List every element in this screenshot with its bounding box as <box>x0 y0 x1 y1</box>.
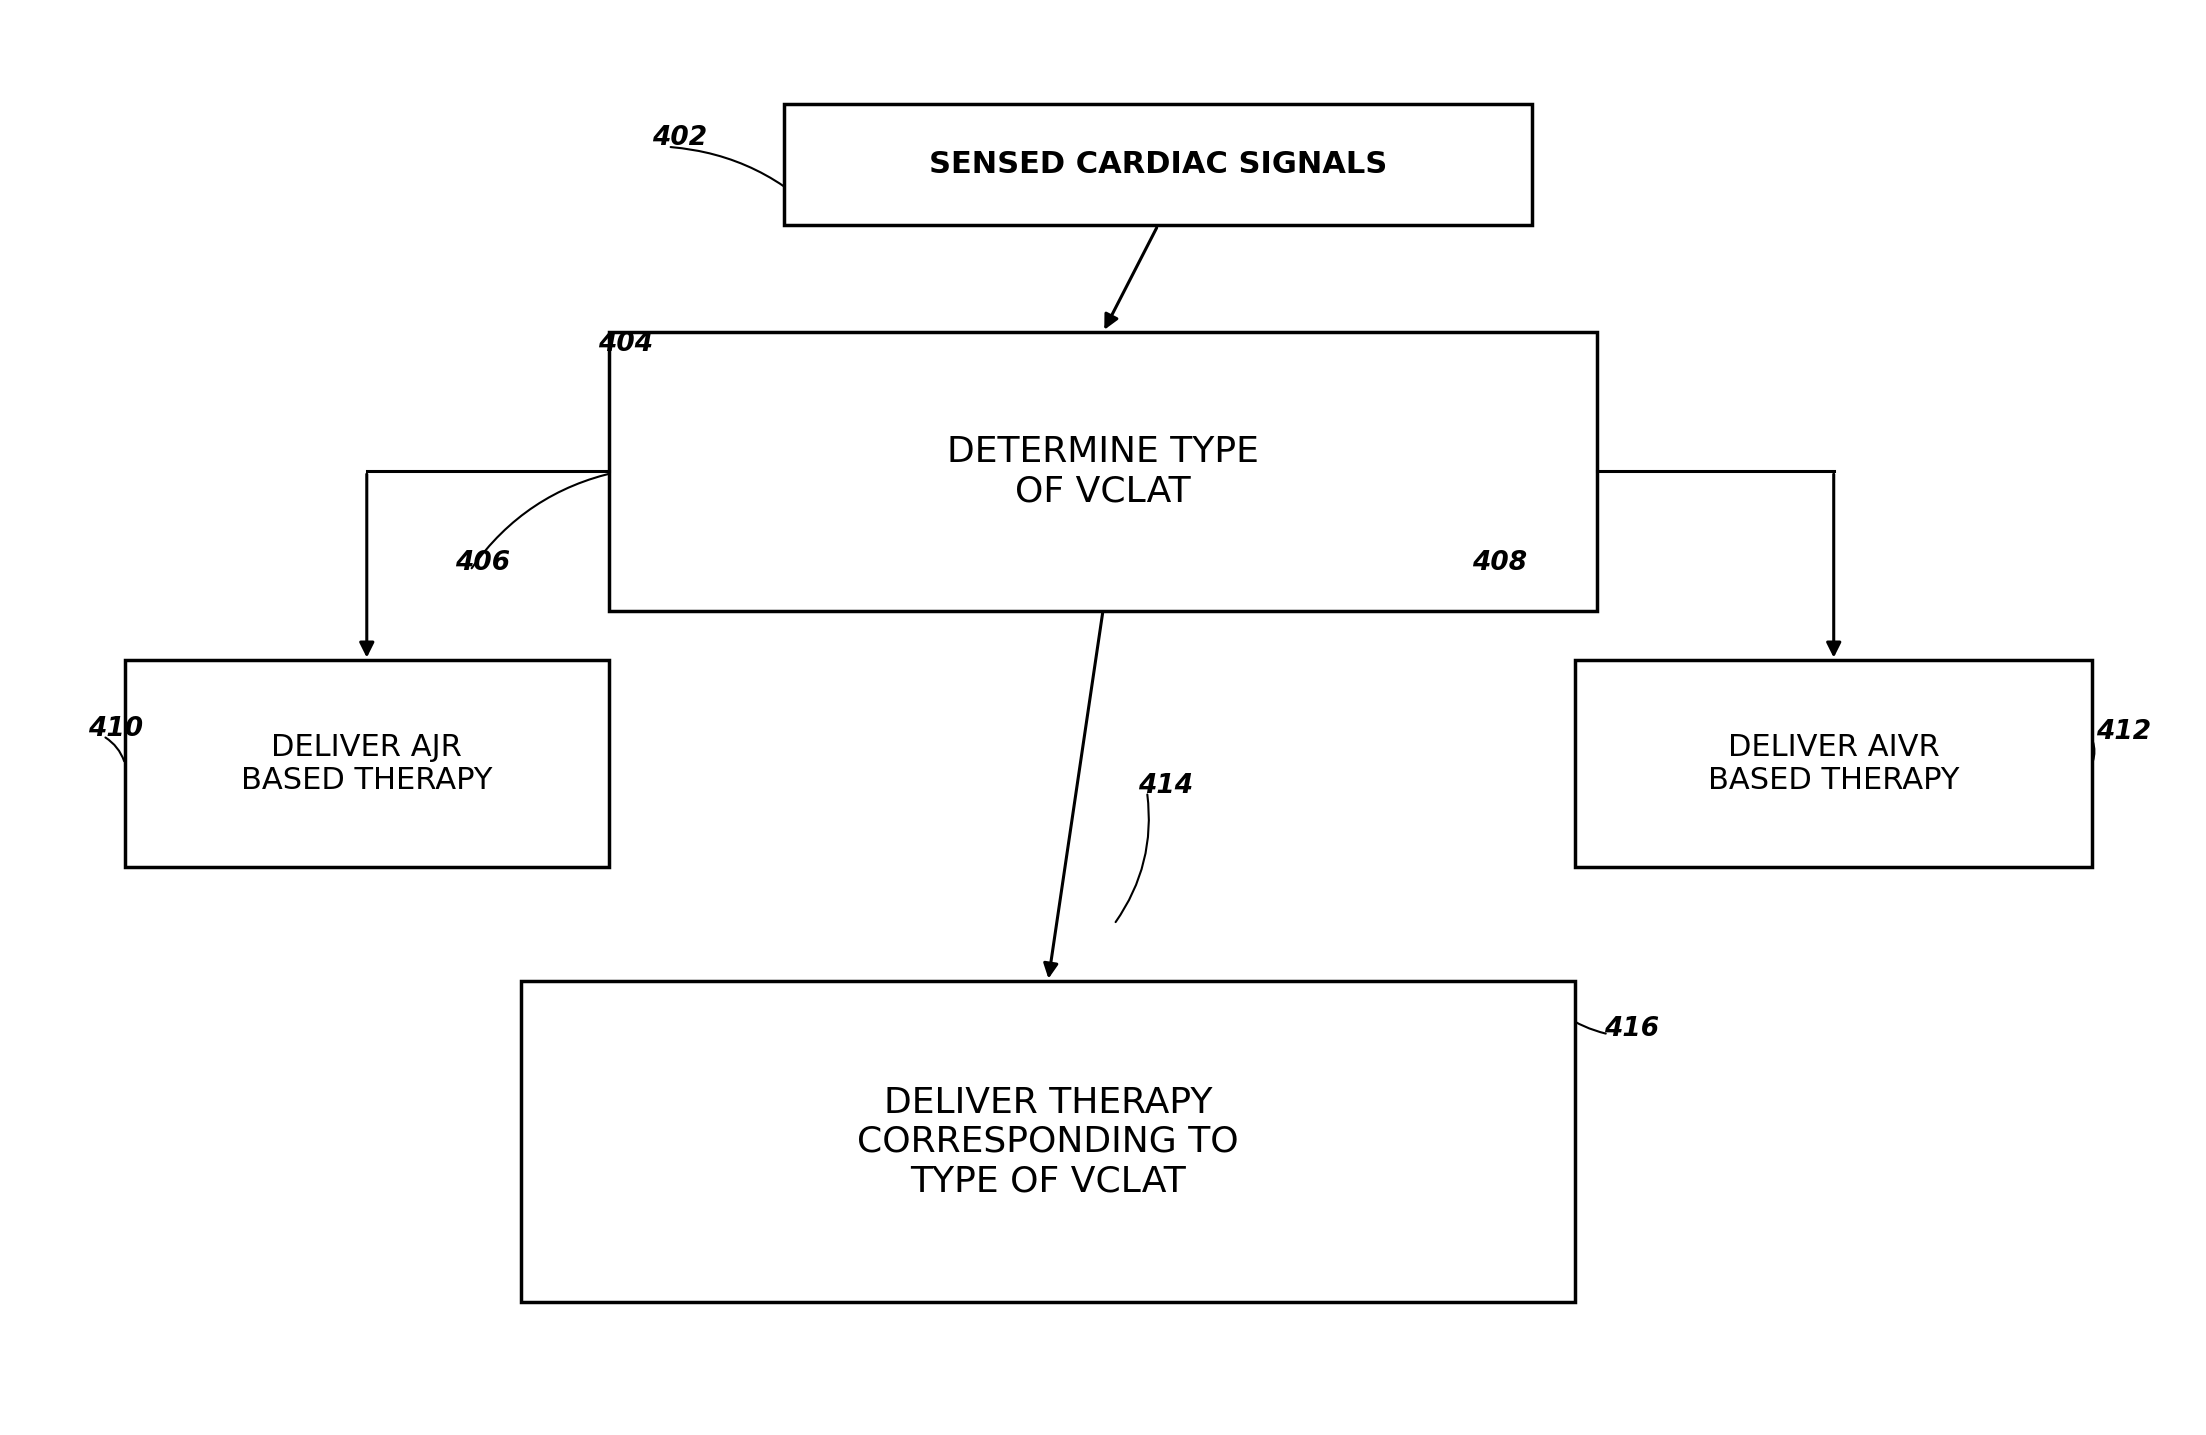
Text: 410: 410 <box>88 716 143 742</box>
Text: DELIVER THERAPY
CORRESPONDING TO
TYPE OF VCLAT: DELIVER THERAPY CORRESPONDING TO TYPE OF… <box>858 1085 1240 1198</box>
Text: SENSED CARDIAC SIGNALS: SENSED CARDIAC SIGNALS <box>929 151 1388 179</box>
Text: 416: 416 <box>1604 1016 1659 1042</box>
Text: 404: 404 <box>598 330 653 357</box>
Text: DELIVER AIVR
BASED THERAPY: DELIVER AIVR BASED THERAPY <box>1707 732 1959 795</box>
Text: 408: 408 <box>1471 551 1527 577</box>
Text: DETERMINE TYPE
OF VCLAT: DETERMINE TYPE OF VCLAT <box>946 435 1260 508</box>
Text: 414: 414 <box>1138 773 1193 799</box>
FancyBboxPatch shape <box>126 660 609 867</box>
Text: 406: 406 <box>454 551 510 577</box>
FancyBboxPatch shape <box>521 982 1575 1303</box>
Text: 412: 412 <box>2096 719 2151 745</box>
FancyBboxPatch shape <box>609 333 1597 610</box>
FancyBboxPatch shape <box>1575 660 2091 867</box>
Text: 402: 402 <box>653 125 708 151</box>
FancyBboxPatch shape <box>785 103 1531 225</box>
Text: DELIVER AJR
BASED THERAPY: DELIVER AJR BASED THERAPY <box>240 732 492 795</box>
